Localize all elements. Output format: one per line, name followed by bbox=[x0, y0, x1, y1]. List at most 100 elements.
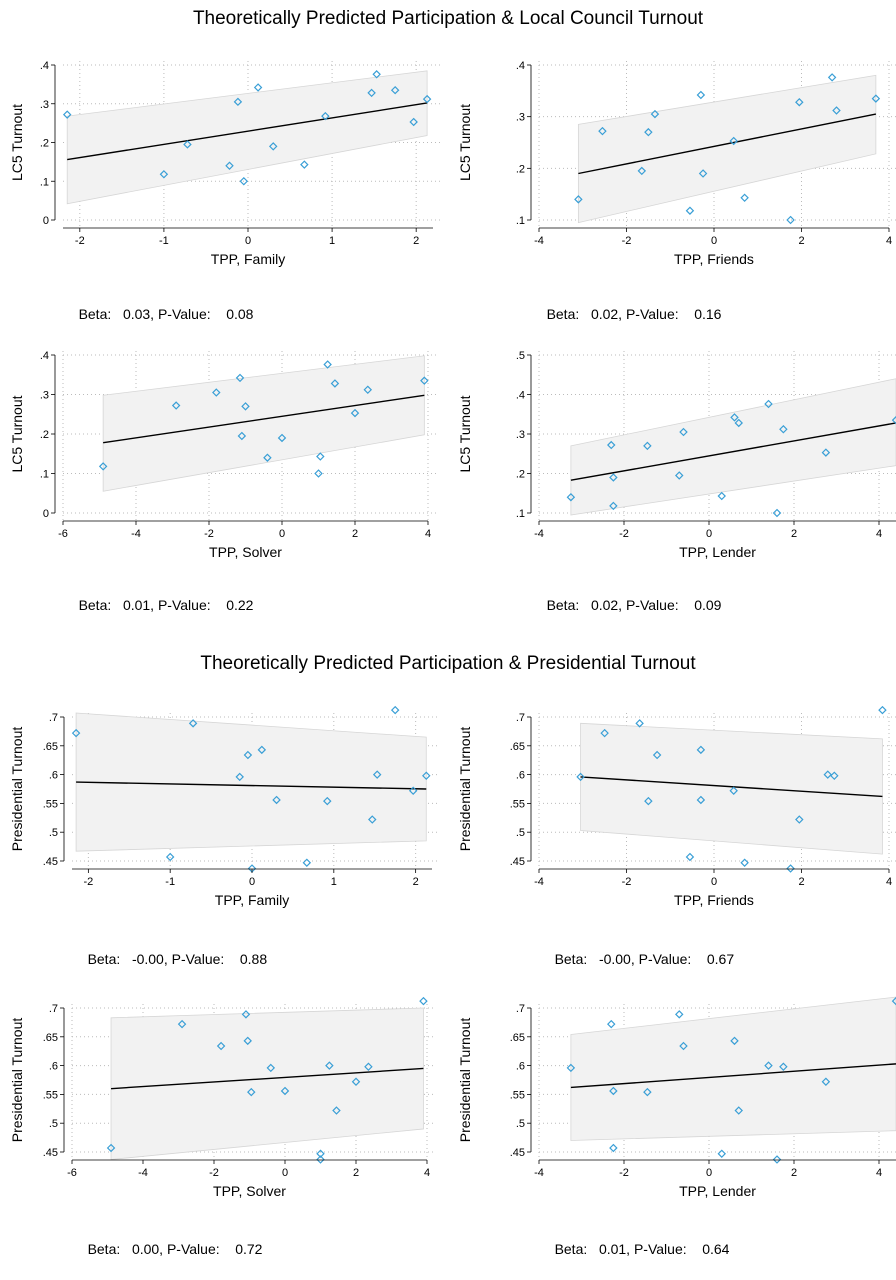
x-tick-label: -2 bbox=[75, 235, 85, 247]
x-axis-label: TPP, Friends bbox=[674, 892, 754, 908]
p-value: 0.64 bbox=[702, 1241, 730, 1257]
data-point bbox=[679, 1041, 688, 1051]
scatter-plot: -4 -2 0 2 4 .45 .5 .55 .6 .65 .7 TPP, Lender Preside… bbox=[457, 996, 896, 1199]
y-tick-label: .45 bbox=[43, 1147, 58, 1159]
data-point bbox=[637, 166, 647, 176]
x-tick-label: 2 bbox=[798, 876, 804, 888]
beta-value: -0.00, P-Value: bbox=[598, 951, 692, 967]
y-tick-label: .3 bbox=[40, 390, 49, 402]
data-point bbox=[786, 215, 795, 225]
data-point bbox=[764, 399, 773, 409]
p-value: 0.08 bbox=[226, 306, 254, 322]
data-point bbox=[368, 815, 377, 824]
data-point bbox=[235, 772, 244, 782]
data-point bbox=[241, 1010, 251, 1019]
fit-line bbox=[67, 102, 428, 161]
scatter-panel-pres-family: -2 -1 0 1 2 .45 .5 .55 .6 .65 .7 TPP, Family Preside… bbox=[0, 690, 448, 990]
data-point bbox=[566, 492, 576, 502]
data-point bbox=[675, 471, 684, 480]
x-tick-label: 0 bbox=[282, 1167, 288, 1179]
data-point bbox=[420, 376, 429, 385]
y-tick-label: .5 bbox=[516, 827, 525, 839]
data-point bbox=[729, 786, 738, 795]
regression-stats: Beta: 0.03, P-Value: 0.08 bbox=[63, 290, 254, 338]
data-point bbox=[372, 770, 382, 779]
x-tick-label: -2 bbox=[622, 876, 632, 888]
data-point bbox=[740, 193, 749, 203]
data-point bbox=[314, 469, 323, 478]
x-tick-label: -4 bbox=[534, 876, 544, 888]
data-point bbox=[316, 1149, 325, 1158]
regression-stats: Beta: 0.02, P-Value: 0.16 bbox=[531, 290, 722, 338]
y-tick-label: 0 bbox=[43, 508, 49, 520]
data-point bbox=[263, 453, 272, 462]
regression-stats: Beta: 0.01, P-Value: 0.22 bbox=[63, 581, 254, 629]
data-point bbox=[272, 795, 281, 805]
y-tick-label: .65 bbox=[510, 1032, 525, 1044]
y-tick-label: .4 bbox=[516, 390, 525, 402]
data-point bbox=[351, 1077, 361, 1086]
x-tick-label: 4 bbox=[425, 528, 431, 540]
y-tick-label: .1 bbox=[40, 469, 49, 481]
scatter-panel-pres-friends: -4 -2 0 2 4 .45 .5 .55 .6 .65 .7 TPP, Friends Presid… bbox=[448, 690, 896, 990]
data-point bbox=[422, 771, 431, 781]
data-point bbox=[891, 996, 896, 1006]
data-point bbox=[165, 852, 175, 862]
data-point bbox=[390, 705, 400, 715]
regression-stats: Beta: 0.01, P-Value: 0.64 bbox=[539, 1225, 730, 1273]
data-point bbox=[821, 448, 831, 457]
beta-label: Beta: bbox=[78, 306, 112, 322]
data-point bbox=[823, 770, 832, 779]
x-tick-label: -2 bbox=[619, 528, 629, 540]
y-axis-label: LC5 Turnout bbox=[9, 395, 25, 472]
data-point bbox=[372, 70, 381, 79]
confidence-band bbox=[66, 70, 428, 205]
data-point bbox=[729, 136, 738, 146]
data-point bbox=[216, 1041, 226, 1051]
data-point bbox=[98, 462, 108, 471]
data-point bbox=[795, 815, 804, 824]
y-axis-label: LC5 Turnout bbox=[457, 395, 473, 472]
y-tick-label: .6 bbox=[49, 1061, 58, 1073]
y-tick-label: .5 bbox=[516, 1118, 525, 1130]
x-tick-label: 2 bbox=[352, 528, 358, 540]
data-point bbox=[679, 427, 688, 437]
data-point bbox=[698, 169, 708, 178]
y-axis-label: Presidential Turnout bbox=[9, 1018, 25, 1143]
scatter-plot: -6 -4 -2 0 2 4 .45 .5 .55 .6 .65 .7 TPP, Solver Presi… bbox=[9, 996, 435, 1199]
data-point bbox=[325, 1061, 334, 1070]
y-axis-label: LC5 Turnout bbox=[457, 104, 473, 181]
data-point bbox=[832, 106, 841, 115]
y-tick-label: .5 bbox=[516, 350, 525, 362]
y-tick-label: .55 bbox=[510, 798, 525, 810]
x-tick-label: -6 bbox=[58, 528, 68, 540]
beta-value: 0.03, P-Value: bbox=[122, 306, 211, 322]
beta-value: 0.01, P-Value: bbox=[122, 597, 211, 613]
data-point bbox=[268, 142, 278, 151]
data-point bbox=[821, 1077, 831, 1086]
regression-stats: Beta: -0.00, P-Value: 0.67 bbox=[539, 935, 735, 983]
data-point bbox=[795, 97, 804, 107]
p-value: 0.22 bbox=[226, 597, 254, 613]
data-point bbox=[106, 1143, 116, 1153]
data-point bbox=[635, 719, 644, 728]
x-tick-label: -1 bbox=[165, 876, 175, 888]
data-point bbox=[277, 433, 287, 443]
y-tick-label: .65 bbox=[510, 741, 525, 753]
y-axis-label: Presidential Turnout bbox=[457, 727, 473, 852]
beta-label: Beta: bbox=[78, 597, 112, 613]
y-tick-label: .4 bbox=[40, 350, 49, 362]
data-point bbox=[409, 117, 418, 127]
beta-label: Beta: bbox=[87, 1241, 121, 1257]
beta-value: 0.02, P-Value: bbox=[590, 306, 679, 322]
data-point bbox=[652, 750, 662, 760]
x-tick-label: 2 bbox=[353, 1167, 359, 1179]
x-tick-label: 4 bbox=[886, 876, 892, 888]
y-tick-label: .45 bbox=[510, 1147, 525, 1159]
data-point bbox=[62, 110, 72, 119]
data-point bbox=[871, 94, 881, 103]
data-point bbox=[786, 864, 795, 873]
x-tick-label: 0 bbox=[245, 235, 251, 247]
data-point bbox=[772, 508, 782, 518]
data-point bbox=[600, 728, 609, 738]
